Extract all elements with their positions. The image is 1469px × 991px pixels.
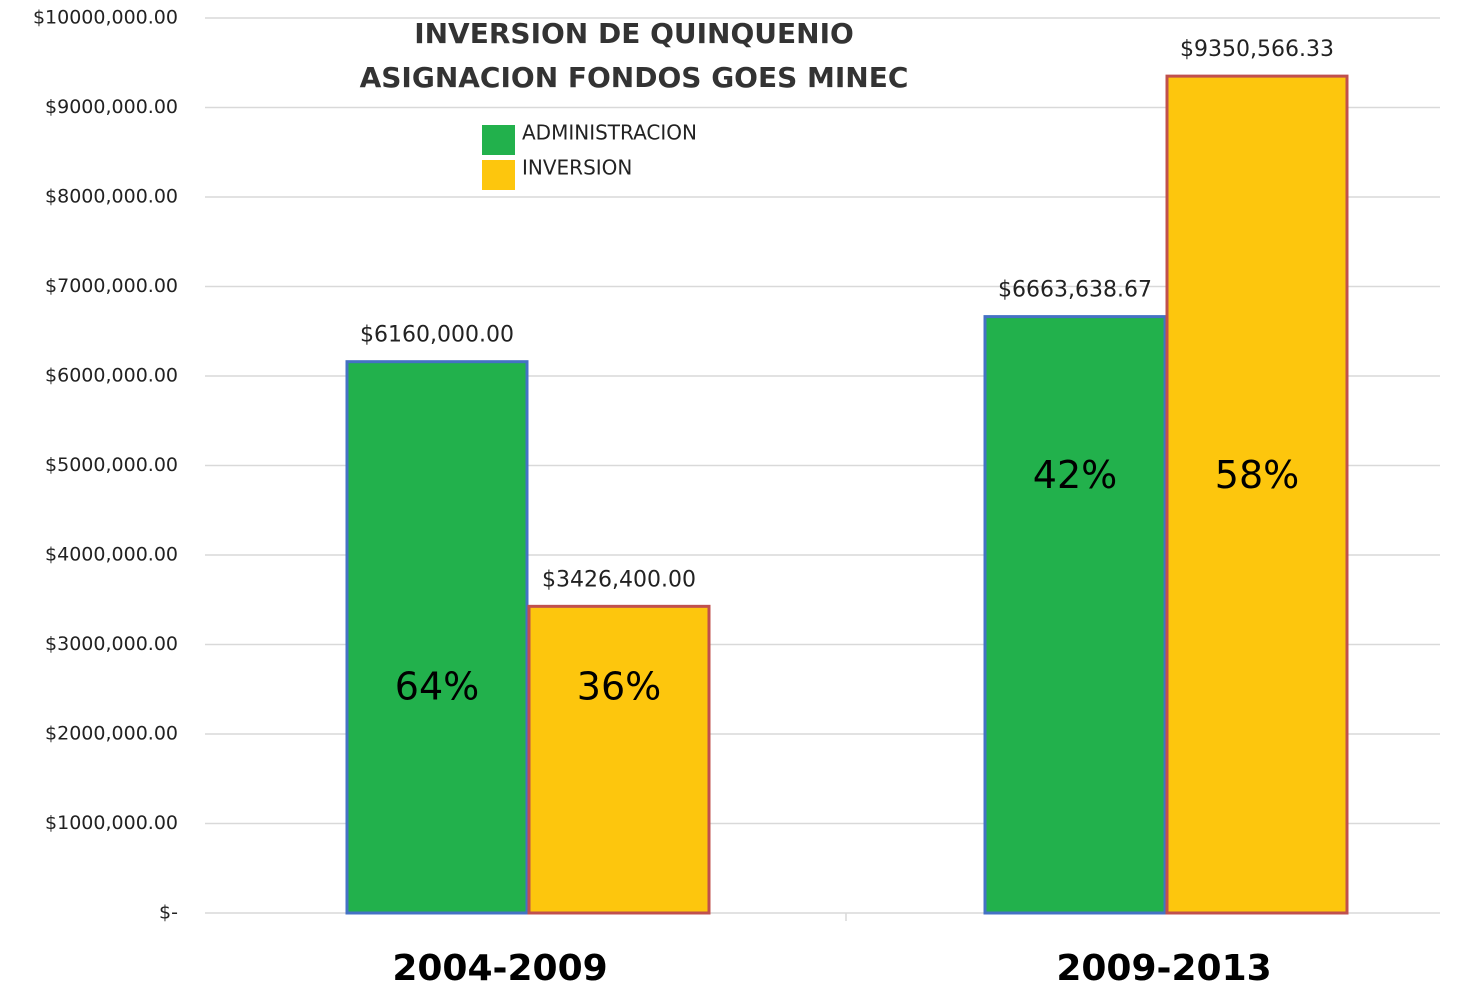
- y-tick-label: $10000,000.00: [33, 7, 178, 29]
- bar: [983, 315, 1167, 915]
- legend-label: INVERSION: [522, 156, 632, 180]
- legend-swatch: [482, 125, 515, 155]
- y-tick-label: $9000,000.00: [45, 96, 178, 118]
- y-tick-label: $4000,000.00: [45, 544, 178, 566]
- y-tick-label: $5000,000.00: [45, 454, 178, 476]
- y-tick-label: $3000,000.00: [45, 633, 178, 655]
- y-tick-label: $8000,000.00: [45, 186, 178, 208]
- legend-label: ADMINISTRACION: [522, 121, 697, 145]
- percent-label: 36%: [577, 665, 661, 709]
- y-tick-label: $7000,000.00: [45, 275, 178, 297]
- legend-swatch: [482, 160, 515, 190]
- bar: [345, 360, 529, 915]
- y-tick-label: $2000,000.00: [45, 723, 178, 745]
- y-tick-label: $1000,000.00: [45, 812, 178, 834]
- chart-title: ASIGNACION FONDOS GOES MINEC: [360, 61, 909, 94]
- y-tick-label: $6000,000.00: [45, 365, 178, 387]
- percent-label: 42%: [1033, 453, 1117, 497]
- percent-label: 58%: [1215, 453, 1299, 497]
- x-tick-label: 2009-2013: [1056, 948, 1271, 989]
- x-tick-label: 2004-2009: [392, 948, 607, 989]
- chart-title: INVERSION DE QUINQUENIO: [414, 17, 854, 50]
- value-label: $6160,000.00: [360, 323, 514, 348]
- value-label: $9350,566.33: [1180, 37, 1334, 62]
- bar: [1165, 74, 1349, 915]
- bar: [527, 604, 711, 915]
- value-label: $6663,638.67: [998, 278, 1152, 303]
- value-label: $3426,400.00: [542, 567, 696, 592]
- percent-label: 64%: [395, 665, 479, 709]
- y-tick-label: $-: [159, 902, 178, 924]
